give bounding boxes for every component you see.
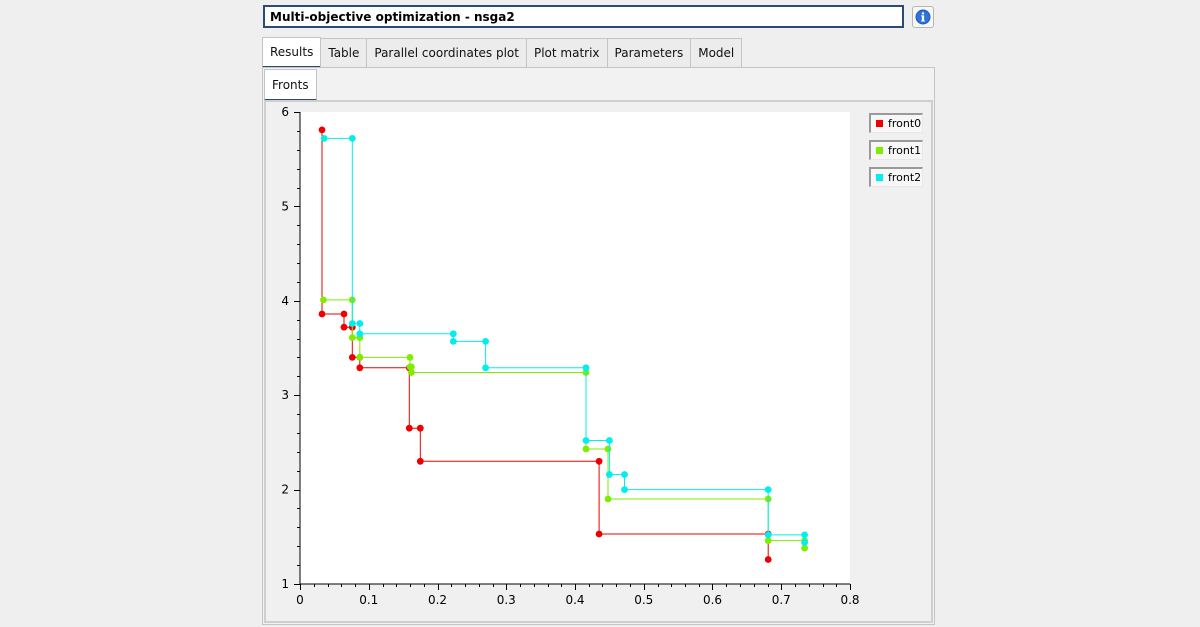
main-tab-bar: Results Table Parallel coordinates plot … [262, 37, 743, 68]
y-tick-label: 4 [281, 294, 289, 308]
front2-point [482, 364, 489, 372]
front1-point [801, 544, 808, 552]
x-tick-label: 0.2 [428, 593, 447, 607]
info-button[interactable] [912, 6, 934, 28]
front2-point [582, 437, 590, 444]
front1-point [604, 445, 612, 453]
front2-point [356, 330, 364, 338]
front0-point [318, 126, 326, 134]
front2-point [764, 486, 772, 493]
front2-point [449, 338, 457, 345]
front1-point [582, 445, 590, 453]
optimization-results-window: Results Table Parallel coordinates plot … [262, 0, 936, 627]
legend-swatch-front1 [876, 147, 883, 154]
x-tick-label: 0.5 [634, 593, 653, 607]
legend-swatch-front2 [876, 174, 883, 181]
front0-point [356, 364, 364, 372]
front2-point [320, 135, 328, 142]
front1-point [408, 363, 415, 371]
front2-point [801, 539, 808, 546]
tab-table[interactable]: Table [320, 38, 368, 68]
front2-point [764, 531, 772, 539]
results-subtab-bar: Fronts [264, 69, 317, 101]
front1-point [408, 369, 415, 376]
front2-point [348, 135, 356, 142]
x-tick-label: 0.8 [840, 593, 859, 607]
x-tick-label: 0.3 [497, 593, 516, 607]
legend-swatch-front0 [876, 120, 883, 127]
results-pane: Fronts 1 2 3 4 5 6 0 0.1 0.2 0.3 0.4 0.5 0.6 0.7 0.8 f… [262, 67, 935, 625]
front2-point [582, 364, 590, 372]
front0-point [340, 310, 348, 318]
front2-point [606, 471, 613, 478]
series-front2 [320, 135, 808, 546]
front0-point [318, 310, 326, 318]
y-tick-label: 1 [281, 577, 289, 591]
front0-point [340, 323, 348, 331]
front0-point [595, 530, 603, 538]
legend-label-front2: front2 [888, 171, 922, 184]
x-tick-label: 0.4 [565, 593, 584, 607]
front0-point [764, 556, 772, 563]
front1-point [604, 495, 612, 503]
front1-point [320, 296, 327, 304]
y-tick-label: 5 [281, 199, 289, 213]
tab-parallel-coordinates-plot[interactable]: Parallel coordinates plot [366, 38, 527, 68]
plot-area [300, 112, 850, 584]
subtab-fronts[interactable]: Fronts [264, 69, 317, 101]
front2-point [621, 486, 628, 493]
legend-label-front1: front1 [888, 144, 922, 157]
legend-item-front1[interactable]: front1 [869, 140, 923, 160]
pareto-fronts-plot[interactable]: 1 2 3 4 5 6 0 0.1 0.2 0.3 0.4 0.5 0.6 0.7 0.8 front0 f… [264, 100, 933, 623]
y-tick-label: 3 [281, 388, 289, 402]
front1-point [348, 334, 356, 341]
front2-point [356, 320, 364, 327]
front1-point [356, 354, 364, 361]
front2-point [801, 531, 808, 539]
x-tick-label: 0.7 [772, 593, 791, 607]
front2-point [348, 320, 356, 327]
legend-item-front0[interactable]: front0 [869, 113, 923, 133]
front0-line [321, 129, 769, 560]
chart-axes: 1 2 3 4 5 6 0 0.1 0.2 0.3 0.4 0.5 0.6 0.7 0.8 [281, 105, 859, 607]
y-tick-label: 6 [281, 105, 289, 119]
x-tick-label: 0 [296, 593, 304, 607]
front0-point [348, 354, 356, 361]
front2-point [621, 471, 628, 478]
front1-point [406, 354, 414, 361]
legend-item-front2[interactable]: front2 [869, 167, 923, 187]
tab-parameters[interactable]: Parameters [606, 38, 692, 68]
x-tick-label: 0.1 [359, 593, 378, 607]
front0-point [416, 424, 424, 432]
tab-plot-matrix[interactable]: Plot matrix [525, 38, 608, 68]
front0-point [416, 457, 424, 465]
y-tick-label: 2 [281, 483, 289, 497]
experiment-title-field[interactable] [263, 5, 904, 28]
x-tick-label: 0.6 [703, 593, 722, 607]
front1-point [764, 537, 772, 544]
tab-results[interactable]: Results [262, 37, 322, 68]
front2-point [482, 338, 489, 345]
front0-point [595, 457, 603, 465]
chart-series [318, 126, 808, 563]
tab-model[interactable]: Model [690, 38, 743, 68]
front2-point [449, 330, 457, 338]
fronts-chart: 1 2 3 4 5 6 0 0.1 0.2 0.3 0.4 0.5 0.6 0.7 0.8 [281, 105, 859, 607]
front2-point [606, 437, 613, 444]
info-icon [915, 9, 931, 25]
front0-point [405, 424, 413, 432]
legend-label-front0: front0 [888, 117, 922, 130]
